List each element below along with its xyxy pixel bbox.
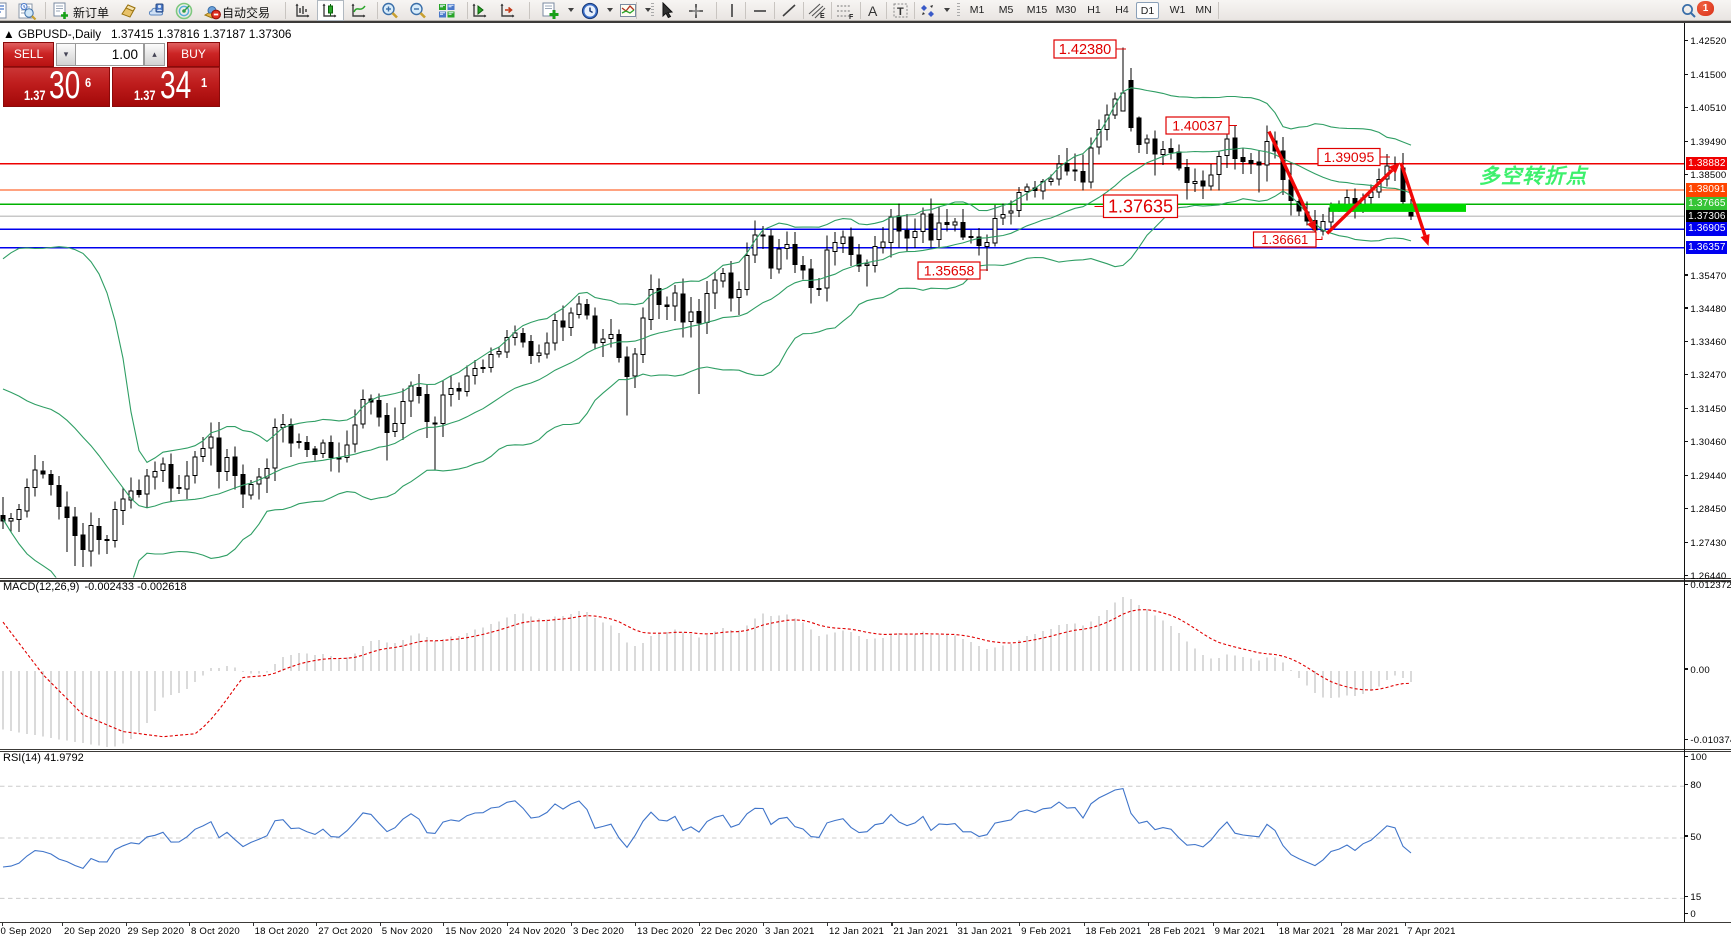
svg-text:F: F: [849, 14, 854, 20]
svg-text:1.36661: 1.36661: [1261, 232, 1308, 247]
svg-text:1.35658: 1.35658: [924, 263, 975, 279]
svg-text:多空转折点: 多空转折点: [1479, 165, 1589, 188]
svg-text:1.37635: 1.37635: [1108, 197, 1173, 217]
svg-text:1.42380: 1.42380: [1059, 42, 1111, 58]
svg-text:A: A: [868, 3, 878, 19]
svg-text:1.39095: 1.39095: [1324, 149, 1375, 165]
svg-text:T: T: [897, 6, 904, 18]
svg-text:E: E: [820, 13, 825, 20]
svg-text:1.40037: 1.40037: [1172, 118, 1223, 134]
